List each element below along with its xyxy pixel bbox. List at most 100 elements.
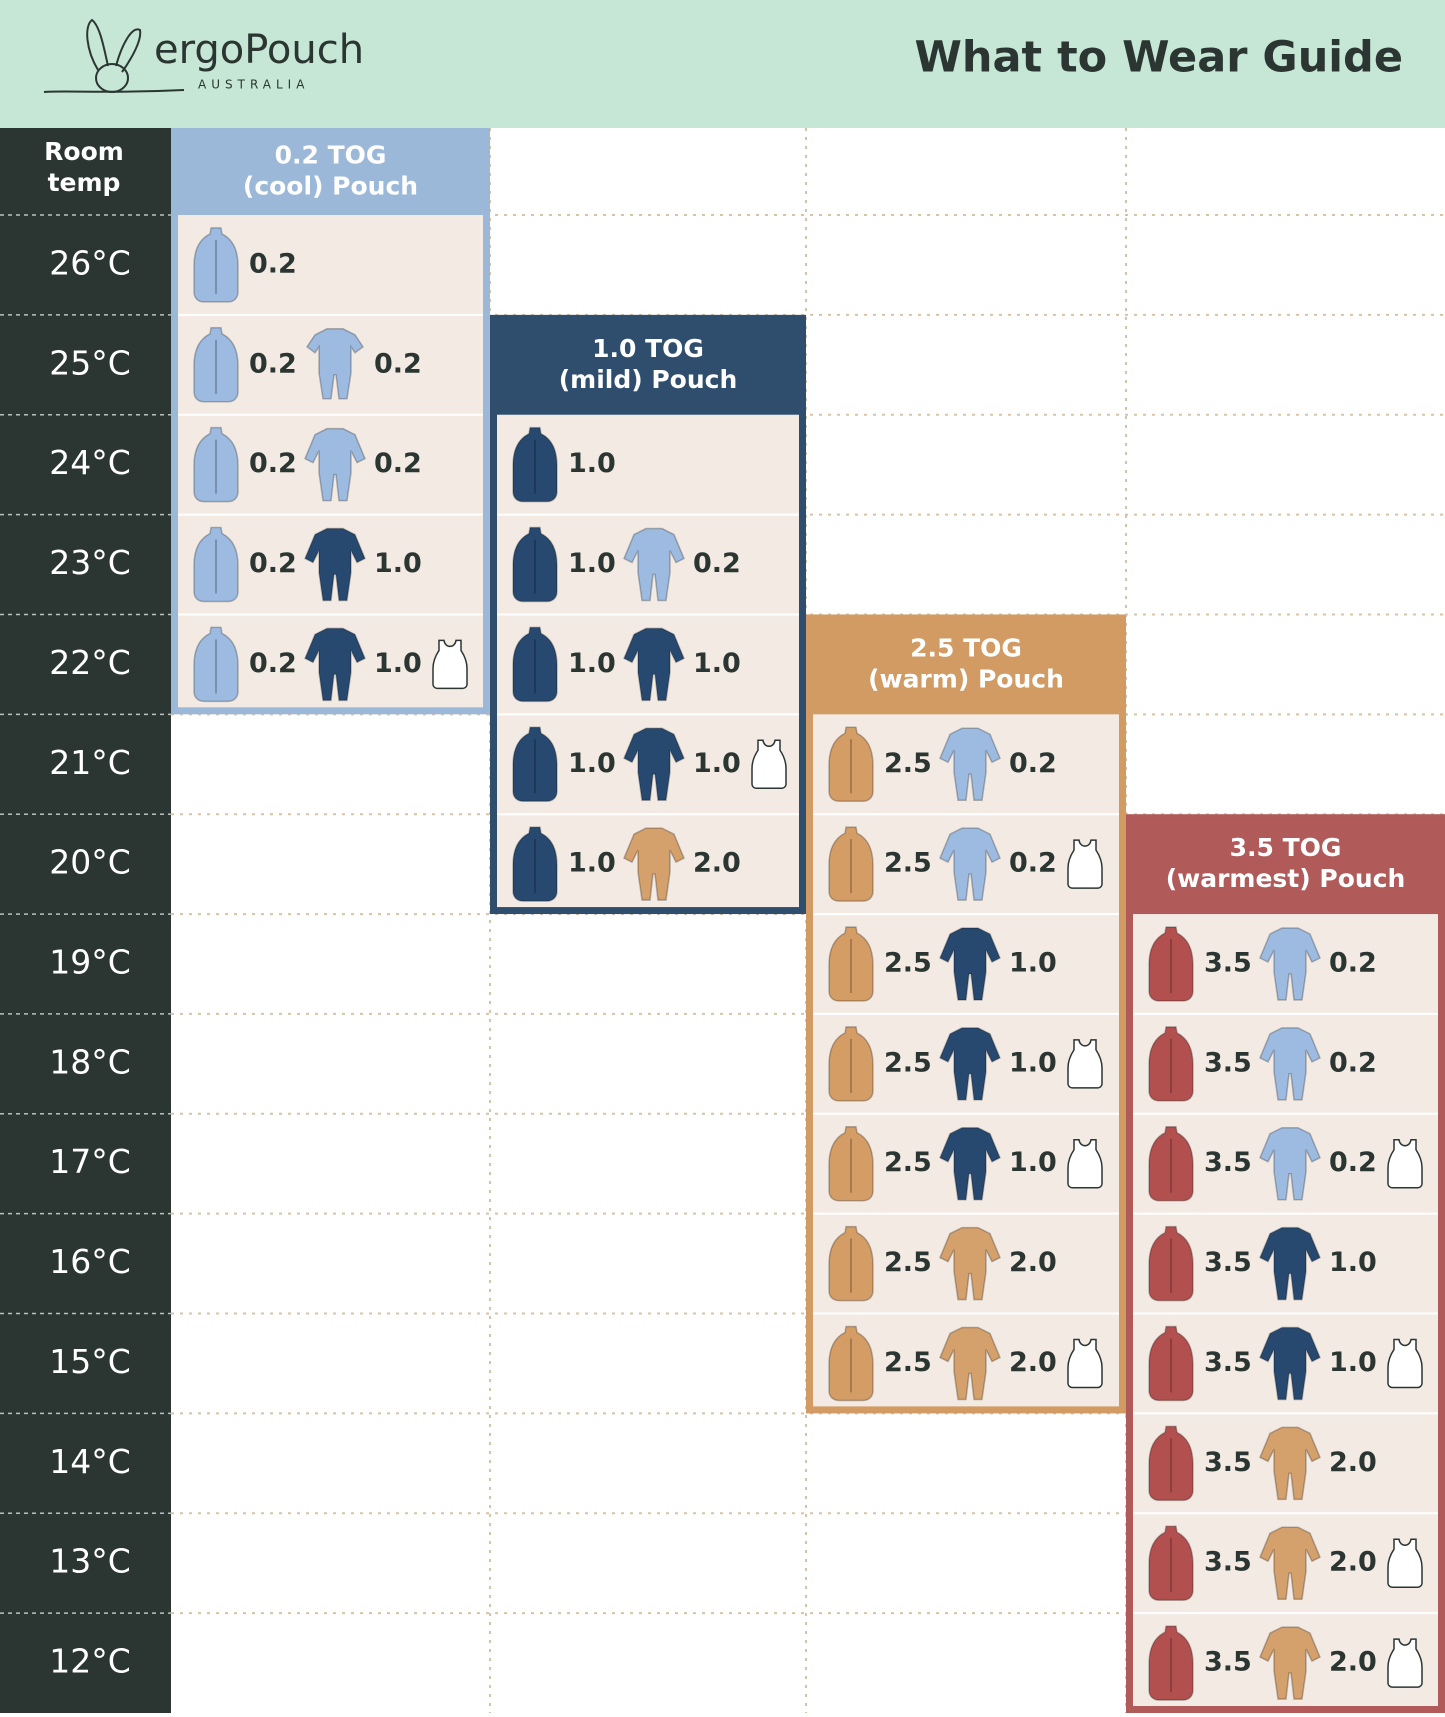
panel-title: 3.5 TOG	[1230, 833, 1342, 862]
suit-shape	[1259, 1426, 1321, 1501]
singlet-icon	[1387, 1338, 1423, 1389]
pouch-icon	[828, 1125, 874, 1202]
pouch-shape	[828, 1325, 874, 1402]
suit-value: 0.2	[1329, 1047, 1377, 1078]
pouch-shape	[193, 626, 239, 703]
header-bar	[0, 0, 1445, 128]
suit-value: 2.0	[1009, 1347, 1057, 1378]
suit-shape	[623, 627, 685, 702]
pouch-shape	[193, 526, 239, 603]
pouch-value: 1.0	[568, 448, 616, 479]
pouch-shape	[1148, 1125, 1194, 1202]
suit-value: 0.2	[693, 548, 741, 579]
temp-label: 17°C	[49, 1142, 131, 1181]
suit-shape	[939, 1027, 1001, 1101]
pouch-icon	[1148, 1325, 1194, 1402]
singlet-icon	[1387, 1138, 1423, 1189]
pouch-shape	[512, 826, 558, 902]
suit-shape	[1259, 1226, 1321, 1301]
pouch-value: 2.5	[884, 948, 932, 979]
pouch-value: 2.5	[884, 1047, 932, 1078]
pouch-icon	[828, 1325, 874, 1402]
pouch-shape	[193, 227, 239, 303]
pouch-icon	[828, 1225, 874, 1302]
pouch-icon	[828, 1026, 874, 1102]
suit-value: 2.0	[693, 848, 741, 879]
pouch-value: 0.2	[249, 448, 297, 479]
singlet-shape	[1387, 1138, 1423, 1189]
suit-icon	[1259, 1626, 1321, 1700]
temp-label: 16°C	[49, 1242, 131, 1281]
pouch-value: 3.5	[1204, 1547, 1252, 1578]
temp-label: 26°C	[49, 243, 131, 282]
brand-sub: AUSTRALIA	[198, 78, 309, 92]
pouch-shape	[828, 826, 874, 902]
suit-value: 1.0	[1329, 1247, 1377, 1278]
pouch-shape	[512, 426, 558, 503]
pouch-value: 0.2	[249, 348, 297, 379]
suit-value: 0.2	[374, 348, 422, 379]
singlet-shape	[432, 639, 468, 690]
pouch-shape	[1148, 1425, 1194, 1502]
suit-value: 0.2	[1009, 848, 1057, 879]
suit-icon	[623, 627, 685, 702]
row-header: temp	[48, 168, 121, 197]
suit-shape	[939, 1326, 1001, 1401]
pouch-value: 1.0	[568, 848, 616, 879]
brand: ergoPouch	[154, 27, 364, 73]
suit-shape	[304, 627, 366, 702]
pouch-shape	[512, 726, 558, 803]
singlet-icon	[1067, 839, 1103, 889]
pouch-shape	[828, 926, 874, 1002]
suit-value: 2.0	[1009, 1247, 1057, 1278]
pouch-shape	[1148, 1525, 1194, 1601]
pouch-icon	[512, 426, 558, 503]
suit-shape	[939, 927, 1001, 1001]
suit-shape	[305, 328, 365, 400]
pouch-value: 3.5	[1204, 948, 1252, 979]
pouch-value: 2.5	[884, 848, 932, 879]
temp-label: 23°C	[49, 543, 131, 582]
pouch-icon	[1148, 1525, 1194, 1601]
temp-label: 20°C	[49, 843, 131, 882]
pouch-icon	[193, 626, 239, 703]
pouch-icon	[193, 227, 239, 303]
pouch-icon	[1148, 1425, 1194, 1502]
pouch-shape	[1148, 1026, 1194, 1102]
pouch-icon	[193, 426, 239, 503]
pouch-value: 3.5	[1204, 1047, 1252, 1078]
suit-value: 2.0	[1329, 1547, 1377, 1578]
suit-icon	[304, 627, 366, 702]
singlet-icon	[751, 739, 787, 790]
pouch-shape	[1148, 1225, 1194, 1302]
suit-icon	[304, 427, 366, 502]
suit-shape	[1259, 1626, 1321, 1700]
singlet-shape	[1067, 1338, 1103, 1389]
pouch-icon	[1148, 926, 1194, 1002]
suit-icon	[1259, 927, 1321, 1001]
suit-value: 2.0	[1329, 1447, 1377, 1478]
suit-value: 0.2	[1329, 1147, 1377, 1178]
suit-shape	[939, 727, 1001, 802]
singlet-shape	[1067, 1138, 1103, 1189]
suit-icon	[623, 727, 685, 802]
pouch-value: 2.5	[884, 748, 932, 779]
suit-shape	[939, 827, 1001, 901]
pouch-shape	[1148, 926, 1194, 1002]
suit-shape	[1259, 1126, 1321, 1201]
temp-label: 25°C	[49, 343, 131, 382]
pouch-icon	[1148, 1225, 1194, 1302]
suit-shape	[304, 527, 366, 602]
pouch-icon	[512, 826, 558, 902]
singlet-icon	[1067, 1039, 1103, 1089]
suit-icon	[939, 1226, 1001, 1301]
pouch-value: 1.0	[568, 748, 616, 779]
panel-title: 1.0 TOG	[592, 334, 704, 363]
pouch-shape	[828, 1125, 874, 1202]
pouch-icon	[828, 726, 874, 803]
temp-label: 19°C	[49, 943, 131, 982]
suit-shape	[1259, 1326, 1321, 1401]
suit-shape	[623, 827, 685, 901]
pouch-value: 3.5	[1204, 1447, 1252, 1478]
